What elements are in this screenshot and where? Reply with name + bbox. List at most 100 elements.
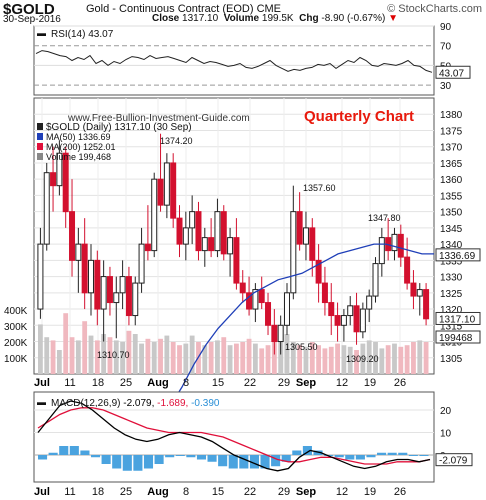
candle-body: [132, 282, 139, 317]
volume-value: 199.5K: [261, 13, 294, 24]
candle-body: [157, 178, 164, 206]
price-tick: 1325: [440, 289, 463, 300]
x-tick-macd: 26: [394, 486, 406, 498]
macd-legend-value: -2.079,: [123, 398, 157, 409]
volume-bar: [183, 343, 189, 374]
candle-body: [271, 324, 278, 343]
candle-body: [75, 243, 82, 261]
candle-body: [404, 256, 411, 284]
candle-body: [113, 292, 120, 304]
candle-body: [334, 315, 341, 326]
volume-bar: [132, 334, 138, 374]
price-panel: 1380 1375 1370 1365 1360 1355 1350 1345 1340 1335…: [4, 97, 481, 407]
candle-body: [189, 211, 196, 229]
x-tick-price: 8: [183, 377, 189, 389]
candle-body: [378, 237, 385, 265]
macd-histogram-bar: [165, 455, 175, 458]
x-tick-macd: 25: [120, 486, 132, 498]
volume-bar: [158, 338, 163, 374]
candle-body: [359, 308, 366, 333]
volume-bar: [316, 345, 322, 374]
volume-bar: [56, 350, 62, 374]
x-tick-macd: 11: [64, 486, 75, 498]
candle-body: [62, 152, 69, 213]
volume-bar: [423, 342, 429, 374]
candle-body: [347, 305, 354, 317]
volume-label: Volume: [223, 13, 260, 24]
price-tick: 1365: [440, 159, 463, 170]
macd-histogram-bar: [302, 446, 312, 455]
description-text: Gold - Continuous Contract (EOD): [86, 3, 254, 15]
macd-line: [37, 400, 431, 472]
volume-bar: [120, 342, 126, 374]
volume-bar: [309, 342, 315, 374]
volume-bar: [385, 345, 391, 374]
candle-body: [94, 259, 101, 310]
volume-bar: [170, 342, 176, 374]
candle-body: [208, 237, 215, 252]
volume-bar: [164, 335, 170, 374]
candle-body: [144, 243, 151, 252]
macd-histogram-bar: [387, 452, 397, 455]
brand[interactable]: © StockCharts.com: [387, 3, 482, 15]
volume-bar: [328, 346, 334, 374]
macd-histogram-bar: [355, 455, 365, 460]
price-tick: 1330: [440, 273, 463, 284]
price-annotation: 1347.80: [368, 213, 401, 223]
volume-bar: [284, 334, 290, 374]
candle-body: [258, 289, 265, 304]
volume-bar: [417, 340, 423, 374]
volume-bar: [50, 340, 56, 374]
chg-label: Chg: [299, 13, 319, 24]
close-value: 1317.10: [182, 13, 219, 24]
macd-histogram-bar: [80, 450, 90, 455]
volume-bar: [44, 337, 50, 374]
volume-bar: [271, 342, 277, 374]
price-tick: 1305: [440, 354, 463, 365]
candle-body: [252, 289, 259, 310]
macd-histogram-bar: [218, 455, 228, 467]
macd-histogram-bar: [143, 455, 154, 469]
macd-panel: 20100-2.079▬MACD(12,26,9) -2.079, -1.689…: [33, 391, 473, 483]
volume-bar: [265, 345, 271, 374]
x-tick-price: Jul: [34, 377, 50, 389]
volume-bar: [246, 338, 252, 374]
price-tick: 1375: [440, 126, 463, 137]
legend-swatch: [37, 143, 43, 150]
chg-arrow-icon: ▼: [388, 13, 399, 24]
volume-bar: [297, 345, 303, 374]
volume-bar: [113, 340, 119, 374]
volume-bar: [252, 343, 258, 374]
price-tick: 1355: [440, 191, 463, 202]
price-legend-entry: MA(200) 1252.01: [46, 142, 116, 152]
candle-body: [233, 237, 240, 284]
volume-bar: [278, 337, 284, 374]
volume-bar: [63, 313, 69, 374]
macd-signal-line: [37, 407, 431, 465]
price-tick: 1350: [440, 208, 463, 219]
volume-tick: 400K: [4, 306, 28, 317]
x-tick-macd: 22: [244, 486, 256, 498]
ma50-line: [169, 243, 434, 407]
current-value-box: [435, 248, 481, 262]
candle-body: [372, 263, 379, 297]
volume-bar: [94, 340, 100, 374]
macd-histogram-bar: [112, 455, 122, 469]
price-annotation: 1309.20: [346, 354, 379, 364]
price-legend-entry: $GOLD (Daily) 1317.10 (30 Sep): [46, 122, 192, 133]
rsi-current-label: 43.07: [439, 68, 464, 79]
volume-bar: [392, 343, 397, 374]
macd-histogram-bar: [69, 446, 79, 455]
volume-bar: [145, 338, 151, 374]
volume-bar: [75, 340, 81, 374]
rsi-current-box: [435, 65, 471, 79]
candle-body: [220, 211, 227, 255]
volume-bar: [101, 334, 107, 374]
watermark[interactable]: www.Free-Bullion-Investment-Guide.com: [67, 113, 250, 124]
exchange: CME: [256, 3, 282, 15]
volume-bar: [88, 335, 94, 374]
x-tick-macd: Aug: [147, 486, 168, 498]
candle-body: [176, 217, 183, 245]
candle-body: [353, 305, 360, 333]
volume-bar: [379, 348, 385, 374]
